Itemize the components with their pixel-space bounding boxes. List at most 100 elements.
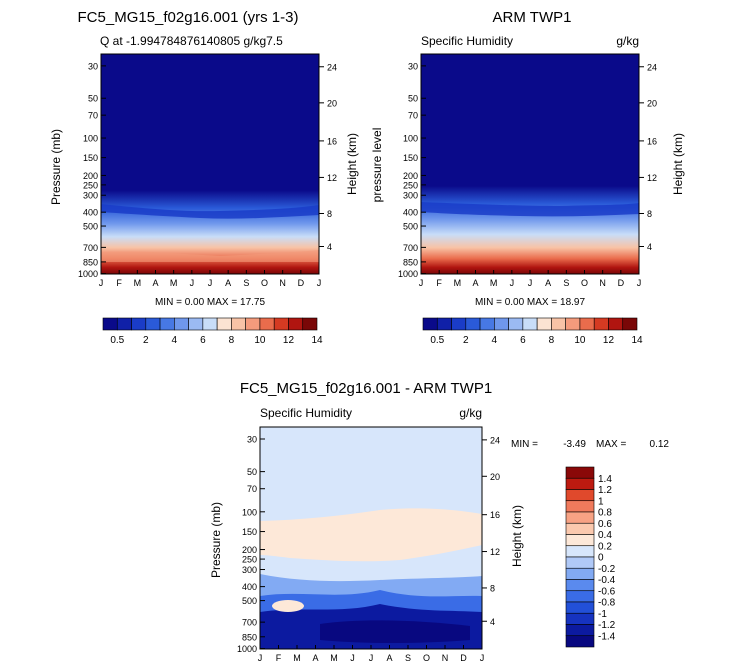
colorbar-swatch — [508, 317, 524, 331]
colorbar-label: -0.8 — [598, 598, 616, 609]
panel-obs-moist-top — [421, 202, 639, 217]
height-tick-label: 20 — [490, 472, 500, 482]
colorbar-label: 14 — [311, 335, 323, 346]
colorbar-swatch — [174, 317, 189, 331]
pressure-tick-label: 300 — [403, 191, 418, 201]
pressure-tick-label: 500 — [83, 222, 98, 232]
height-tick-label: 16 — [327, 136, 337, 146]
height-tick-label: 4 — [490, 617, 495, 627]
colorbar-swatch — [565, 545, 595, 558]
pressure-tick-label: 100 — [403, 134, 418, 144]
month-tick-label: J — [99, 278, 104, 288]
pressure-tick-label: 1000 — [398, 269, 418, 279]
colorbar-swatch — [565, 489, 595, 502]
month-tick-label: J — [510, 278, 515, 288]
pressure-tick-label: 50 — [88, 94, 98, 104]
pressure-tick-label: 400 — [242, 582, 257, 592]
colorbar-model: 0.5 2 4 6 8 10 12 14 — [102, 317, 323, 346]
colorbar-swatch — [288, 317, 304, 331]
colorbar-swatch — [422, 317, 438, 331]
colorbar-swatch — [216, 317, 232, 331]
colorbar-swatch — [522, 317, 538, 331]
height-tick-label: 8 — [647, 209, 652, 219]
colorbar-swatch — [131, 317, 147, 331]
colorbar-swatch — [159, 317, 175, 331]
pressure-tick-label: 30 — [247, 434, 257, 444]
colorbar-label: 14 — [631, 335, 643, 346]
month-tick-label: N — [599, 278, 606, 288]
pressure-tick-label: 70 — [408, 111, 418, 121]
month-tick-label: O — [423, 653, 430, 663]
colorbar-swatch — [565, 477, 595, 490]
panel-obs-ylabel-right: Height (km) — [671, 133, 685, 195]
colorbar-label: -1 — [598, 609, 607, 620]
pressure-tick-label: 50 — [408, 94, 418, 104]
month-tick-label: D — [298, 278, 305, 288]
colorbar-swatch — [593, 317, 609, 331]
pressure-tick-label: 150 — [242, 527, 257, 537]
colorbar-swatch — [551, 317, 566, 331]
month-tick-label: J — [258, 653, 263, 663]
pressure-tick-label: 400 — [403, 208, 418, 218]
panel-diff-ylabel-right: Height (km) — [510, 505, 524, 567]
colorbar-label: 6 — [200, 335, 206, 346]
month-tick-label: J — [528, 278, 533, 288]
panel-obs-subtitle: Specific Humidity — [421, 34, 513, 48]
colorbar-label: 2 — [463, 335, 469, 346]
panel-model-title: FC5_MG15_f02g16.001 (yrs 1-3) — [78, 9, 299, 26]
month-tick-label: S — [405, 653, 411, 663]
panel-diff-units: g/kg — [459, 406, 482, 420]
colorbar-swatch — [565, 590, 595, 603]
month-tick-label: S — [563, 278, 569, 288]
colorbar-swatch — [565, 556, 595, 569]
colorbar-swatch — [565, 612, 595, 625]
pressure-tick-label: 300 — [83, 191, 98, 201]
pressure-tick-label: 500 — [242, 596, 257, 606]
panel-diff-subtitle: Specific Humidity — [260, 406, 352, 420]
colorbar-swatch — [273, 317, 289, 331]
pressure-tick-label: 850 — [83, 257, 98, 267]
panel-diff-min-label: MIN = — [511, 439, 538, 450]
panel-diff-min-value: -3.49 — [563, 439, 586, 450]
panel-model: FC5_MG15_f02g16.001 (yrs 1-3) Q at -1.99… — [49, 9, 359, 308]
height-tick-label: 24 — [490, 435, 500, 445]
colorbar-swatch — [245, 317, 261, 331]
colorbar-swatch — [565, 624, 595, 637]
panel-diff-title: FC5_MG15_f02g16.001 - ARM TWP1 — [240, 380, 492, 397]
colorbar-swatch — [565, 500, 595, 513]
colorbar-swatch — [494, 317, 509, 331]
month-tick-label: M — [490, 278, 498, 288]
pressure-tick-label: 200 — [83, 171, 98, 181]
panel-model-subtitle: Q at -1.994784876140805 g/kg7.5 — [100, 34, 283, 48]
colorbar-label: 0.8 — [598, 508, 612, 519]
colorbar-swatch — [565, 534, 595, 547]
colorbar-label: 4 — [172, 335, 178, 346]
month-tick-label: D — [460, 653, 467, 663]
panel-diff-moist-spot — [272, 600, 304, 612]
month-tick-label: N — [279, 278, 286, 288]
month-tick-label: F — [116, 278, 122, 288]
panel-model-ylabel-right: Height (km) — [345, 133, 359, 195]
pressure-tick-label: 30 — [88, 61, 98, 71]
colorbar-swatch — [145, 317, 161, 331]
month-tick-label: S — [243, 278, 249, 288]
month-tick-label: J — [317, 278, 322, 288]
colorbar-label: 0.2 — [598, 541, 612, 552]
colorbar-label: -1.2 — [598, 620, 616, 631]
panel-diff-dry-core — [320, 620, 470, 643]
colorbar-label: -0.6 — [598, 586, 616, 597]
colorbar-label: 12 — [283, 335, 295, 346]
pressure-tick-label: 150 — [83, 153, 98, 163]
pressure-tick-label: 200 — [242, 545, 257, 555]
month-tick-label: A — [472, 278, 478, 288]
colorbar-swatch — [436, 317, 452, 331]
colorbar-swatch — [565, 579, 595, 592]
pressure-tick-label: 250 — [242, 555, 257, 565]
month-tick-label: A — [386, 653, 392, 663]
month-tick-label: A — [545, 278, 551, 288]
month-tick-label: F — [436, 278, 442, 288]
colorbar-label: -0.2 — [598, 564, 616, 575]
month-tick-label: M — [454, 278, 462, 288]
colorbar-swatch — [536, 317, 552, 331]
